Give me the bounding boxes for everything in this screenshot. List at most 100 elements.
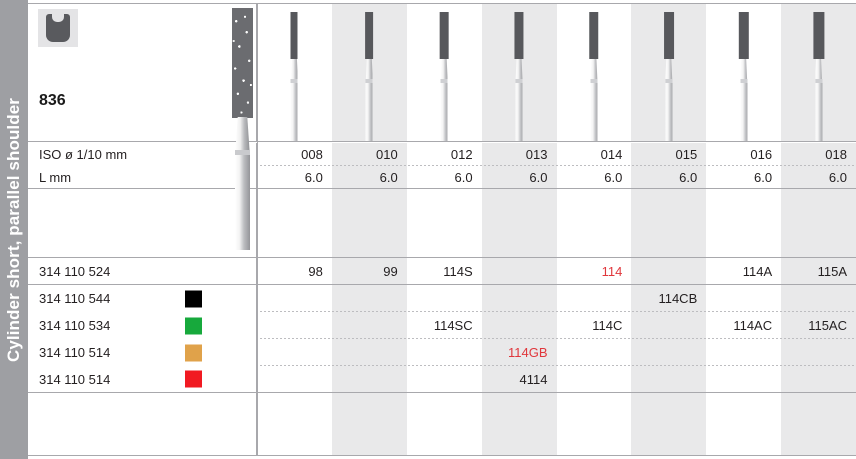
column-shade: [481, 189, 557, 257]
table-cell: [482, 258, 557, 284]
table-cell: [631, 339, 706, 366]
table-cell: [706, 285, 781, 312]
table-cell: 114SC: [433, 318, 473, 333]
table-cell: 114S: [443, 263, 473, 279]
table-cell: [482, 285, 557, 312]
order-row-left-cell: [28, 366, 257, 392]
category-label: Cylinder short, parallel shoulder: [4, 97, 23, 362]
column-shade: [706, 189, 782, 257]
table-cell: 98: [308, 263, 323, 279]
order-row: 314 110 544 114CB: [28, 285, 856, 312]
order-row: 314 110 534 114SC 114C 114AC 115AC: [28, 312, 856, 339]
iso-row-label: ISO ø 1/10 mm: [39, 147, 128, 162]
table-cell: [557, 366, 632, 392]
grit-color-swatch: [185, 290, 202, 307]
table-cell: 6.0: [828, 169, 847, 185]
table-cell: [631, 312, 706, 339]
table-cell: [332, 366, 407, 392]
iso-diameter-row: ISO ø 1/10 mm 008 010 012 013 014 015 016 018: [28, 143, 856, 166]
row-separator: [28, 311, 856, 312]
column-shade: [331, 393, 407, 455]
table-cell: 114AC: [733, 318, 773, 333]
column-shade: [556, 393, 632, 455]
table-cell: [257, 285, 332, 312]
order-row: 314 110 524 98 99 114S 114 114A 115A: [28, 258, 856, 285]
order-row-left-cell: [28, 258, 257, 284]
column-shade: [706, 393, 782, 455]
column-shade: [556, 189, 632, 257]
table-cell: [781, 339, 856, 366]
order-code: 314 110 524: [39, 263, 111, 279]
table-cell: 6.0: [454, 169, 473, 185]
order-row-left-cell: [28, 285, 257, 312]
table-cell: 013: [525, 147, 548, 162]
order-code: 314 110 514: [39, 371, 111, 387]
table-cell: [706, 366, 781, 392]
column-shade: [631, 189, 707, 257]
tooth-shoulder-preparation-icon: [38, 9, 78, 47]
length-row-label: L mm: [39, 169, 72, 185]
order-row-left-cell: [28, 312, 257, 339]
order-code: 314 110 534: [39, 318, 111, 333]
illustration-band: 836: [28, 3, 856, 142]
length-row: L mm 6.0 6.0 6.0 6.0 6.0 6.0 6.0 6.0: [28, 166, 856, 189]
table-cell: [557, 285, 632, 312]
table-cell: 115A: [817, 263, 847, 279]
table-cell: [557, 339, 632, 366]
table-cell: [407, 366, 482, 392]
table-cell: 114GB: [507, 345, 548, 360]
table-cell: 6.0: [529, 169, 548, 185]
column-shade: [631, 393, 707, 455]
table-cell: 6.0: [304, 169, 323, 185]
table-cell: 6.0: [379, 169, 398, 185]
order-row-left-cell: [28, 339, 257, 366]
row-separator: [28, 338, 856, 339]
table-cell: [257, 312, 332, 339]
table-cell: 114: [601, 263, 623, 279]
table-cell: 016: [750, 147, 773, 162]
grit-color-swatch: [185, 344, 202, 361]
column-shade: [331, 189, 407, 257]
table-cell: 6.0: [679, 169, 698, 185]
table-cell: [631, 366, 706, 392]
column-shade: [781, 393, 856, 455]
table-cell: [706, 339, 781, 366]
column-shade: [406, 189, 482, 257]
table-cell: 6.0: [754, 169, 773, 185]
column-shade: [481, 393, 557, 455]
table-cell: [631, 258, 706, 284]
shank-type-band: FG: [28, 189, 856, 258]
table-cell: 010: [376, 147, 398, 162]
table-cell: 114CB: [658, 291, 698, 306]
table-cell: 014: [600, 147, 623, 162]
footer-band: Red = also in RA: [28, 393, 856, 456]
table-cell: [781, 285, 856, 312]
group-number: 836: [39, 92, 66, 109]
order-row: 314 110 514 114GB: [28, 339, 856, 366]
category-sidebar: Cylinder short, parallel shoulder: [0, 0, 28, 459]
order-row: 314 110 514 4114: [28, 366, 856, 393]
table-cell: 015: [675, 147, 698, 162]
grit-color-swatch: [185, 370, 202, 388]
column-shade: [257, 189, 332, 257]
table-cell: 115AC: [808, 318, 847, 333]
table-cell: 114C: [592, 318, 623, 333]
table-cell: [407, 285, 482, 312]
table-cell: 4114: [519, 371, 548, 387]
row-separator: [28, 365, 856, 366]
magnified-bur-illustration: [224, 0, 260, 250]
order-code: 314 110 514: [39, 345, 111, 360]
table-cell: [781, 366, 856, 392]
table-cell: [482, 312, 557, 339]
table-cell: [257, 339, 332, 366]
column-shade: [257, 393, 332, 455]
table-cell: [332, 339, 407, 366]
table-cell: [332, 285, 407, 312]
column-shade: [406, 393, 482, 455]
table-cell: [407, 339, 482, 366]
table-cell: [332, 312, 407, 339]
table-cell: [257, 366, 332, 392]
order-code: 314 110 544: [39, 291, 111, 306]
grit-color-swatch: [185, 317, 202, 334]
